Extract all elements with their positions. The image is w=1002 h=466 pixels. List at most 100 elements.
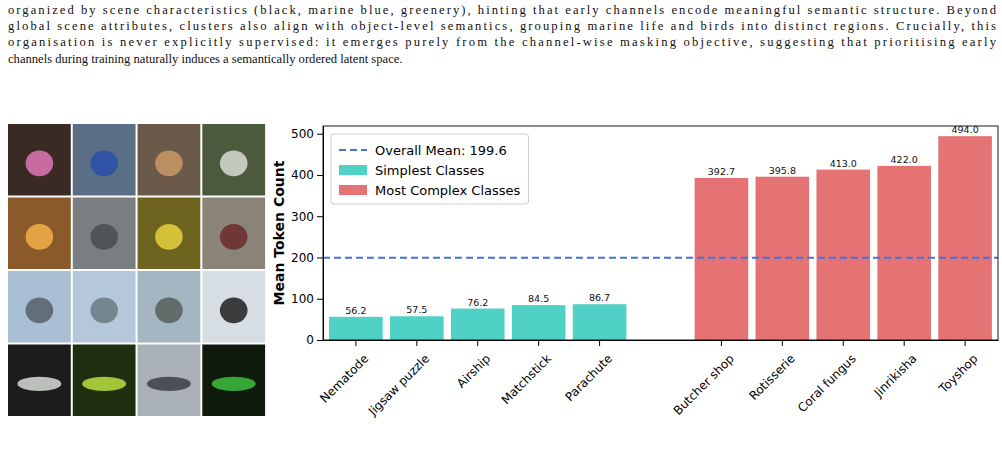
x-tick-label: Butcher shop [671, 352, 737, 418]
image-detail [90, 297, 118, 323]
image-tile [73, 124, 136, 196]
bar [938, 136, 992, 340]
x-tick-mark [965, 340, 966, 346]
y-tick: 0 [306, 333, 323, 347]
x-tick-label: Matchstick [499, 352, 555, 408]
x-tick-label: Jigsaw puzzle [365, 352, 432, 419]
y-tick-label: 200 [291, 251, 314, 265]
paragraph-line: organized by scene characteristics (blac… [8, 3, 997, 17]
legend-line-swatch [339, 149, 367, 151]
image-detail [220, 297, 248, 323]
image-detail [26, 224, 54, 250]
y-axis: 0 100 200 300 400 500 [291, 127, 323, 348]
y-tick: 300 [291, 210, 323, 224]
bar [816, 170, 870, 340]
bar [877, 166, 931, 340]
x-tick-mark [721, 340, 722, 346]
bar [451, 309, 505, 340]
legend-label: Overall Mean: 199.6 [375, 143, 507, 158]
x-tick-label: Parachute [563, 352, 615, 404]
x-tick-mark [416, 340, 417, 346]
x-tick: Rotisserie [746, 340, 797, 403]
data-label: 57.5 [406, 304, 427, 315]
x-tick: Airship [454, 340, 493, 391]
image-tile [138, 345, 201, 417]
bar [390, 316, 444, 340]
image-tile [202, 345, 265, 417]
y-tick-label: 400 [291, 168, 314, 182]
paragraph-line: channels during training naturally induc… [8, 52, 402, 66]
image-detail [155, 297, 183, 323]
y-tick: 400 [291, 168, 323, 182]
y-tick-mark [317, 299, 323, 300]
x-tick-label: Nematode [317, 352, 371, 406]
x-tick-mark [355, 340, 356, 346]
data-label: 56.2 [345, 305, 366, 316]
x-tick-mark [599, 340, 600, 346]
x-tick: Matchstick [499, 340, 555, 407]
x-axis-line [324, 340, 999, 341]
image-detail [82, 377, 126, 391]
image-tile [138, 198, 201, 270]
y-axis-title: Mean Token Count [271, 160, 287, 305]
x-tick: Parachute [563, 340, 615, 404]
data-label: 84.5 [528, 293, 549, 304]
x-tick: Toyshop [936, 340, 981, 397]
image-tile [138, 124, 201, 196]
legend-swatch [339, 185, 367, 195]
plot-area [323, 136, 998, 340]
image-tile [73, 271, 136, 343]
paragraph-line: global scene attributes, clusters also a… [8, 19, 996, 33]
image-tile [138, 271, 201, 343]
image-grid [8, 124, 265, 416]
image-detail [220, 150, 248, 176]
image-tile [73, 198, 136, 270]
image-detail [155, 224, 183, 250]
legend-box [331, 134, 529, 204]
x-tick: Jigsaw puzzle [365, 340, 432, 419]
y-tick-label: 0 [306, 333, 314, 347]
paragraph-line: organisation is never explicitly supervi… [8, 35, 997, 49]
y-tick-label: 500 [291, 127, 314, 141]
x-tick-mark [538, 340, 539, 346]
y-tick-mark [317, 340, 323, 341]
plot-frame [323, 126, 998, 340]
paragraph: organized by scene characteristics (blac… [8, 3, 997, 66]
y-tick: 200 [291, 251, 323, 265]
image-detail [90, 150, 118, 176]
x-tick: Nematode [317, 340, 371, 406]
x-tick-label: Rotisserie [746, 352, 797, 403]
data-label: 392.7 [708, 166, 735, 177]
x-tick-mark [477, 340, 478, 346]
image-detail [212, 377, 256, 391]
x-tick-label: Jinrikisha [871, 352, 920, 401]
data-labels: 56.257.576.284.586.7392.7395.8413.0422.0… [345, 124, 978, 316]
image-tile [8, 124, 71, 196]
data-label: 422.0 [891, 154, 918, 165]
x-tick-mark [904, 340, 905, 346]
bar [512, 305, 566, 340]
x-tick-mark [782, 340, 783, 346]
legend-swatch [339, 165, 367, 175]
image-tile [202, 124, 265, 196]
y-axis-line [323, 127, 324, 341]
image-detail [155, 150, 183, 176]
image-detail [220, 224, 248, 250]
y-tick-label: 100 [291, 292, 314, 306]
image-detail [90, 224, 118, 250]
image-tile [202, 271, 265, 343]
x-tick-mark [843, 340, 844, 346]
y-tick: 100 [291, 292, 323, 306]
y-tick-label: 300 [291, 210, 314, 224]
bar [695, 178, 749, 340]
x-tick: Butcher shop [671, 340, 737, 418]
y-tick-mark [317, 175, 323, 176]
y-tick-mark [317, 257, 323, 258]
bar [573, 304, 627, 340]
image-tile [8, 345, 71, 417]
image-tile [8, 198, 71, 270]
image-tile [202, 198, 265, 270]
legend: Overall Mean: 199.6Simplest ClassesMost … [331, 134, 529, 204]
x-tick: Jinrikisha [871, 340, 920, 401]
data-label: 395.8 [769, 165, 796, 176]
